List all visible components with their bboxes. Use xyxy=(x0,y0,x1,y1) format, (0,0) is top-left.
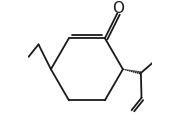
Text: O: O xyxy=(112,1,124,16)
